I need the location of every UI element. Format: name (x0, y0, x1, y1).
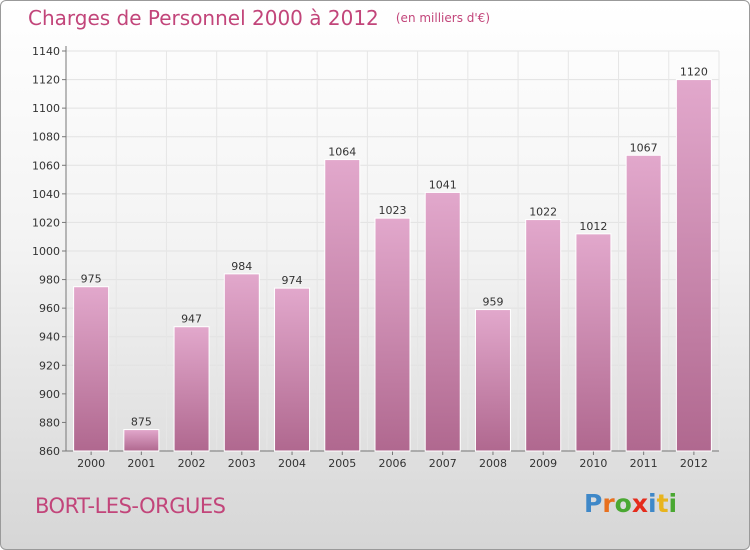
data-label-2003: 984 (231, 260, 252, 273)
y-tick-label: 1140 (32, 45, 60, 58)
x-tick-label: 2001 (127, 457, 155, 470)
y-tick-label: 960 (39, 302, 60, 315)
y-tick-label: 900 (39, 388, 60, 401)
data-label-2002: 947 (181, 313, 202, 326)
data-label-2005: 1064 (328, 146, 356, 159)
x-tick-label: 2011 (630, 457, 658, 470)
bar-2011 (625, 154, 662, 452)
data-label-2009: 1022 (529, 206, 557, 219)
bar-2001 (123, 429, 160, 452)
x-tick-label: 2008 (479, 457, 507, 470)
y-tick-label: 980 (39, 274, 60, 287)
proxiti-logo[interactable]: Proxiti (584, 489, 677, 518)
logo-letter: P (584, 489, 603, 518)
x-tick-label: 2006 (379, 457, 407, 470)
data-label-2007: 1041 (429, 178, 457, 191)
y-tick-label: 1000 (32, 245, 60, 258)
axes: 860 880 900 920 940 960 980 1000 1020 1040 1060 108… (32, 45, 719, 470)
logo-letter: x (631, 489, 648, 518)
y-tick-label: 1060 (32, 159, 60, 172)
x-tick-label: 2003 (228, 457, 256, 470)
chart-title: Charges de Personnel 2000 à 2012 (28, 6, 379, 30)
y-tick-label: 920 (39, 359, 60, 372)
data-label-2001: 875 (131, 416, 152, 429)
x-tick-label: 2002 (178, 457, 206, 470)
data-label-2008: 959 (482, 296, 503, 309)
y-tick-label: 1020 (32, 216, 60, 229)
logo-letter: t (656, 489, 669, 518)
x-tick-label: 2009 (529, 457, 557, 470)
bar-2003 (223, 273, 260, 452)
bar-2007 (424, 191, 461, 452)
y-tick-label: 940 (39, 331, 60, 344)
bar-2005 (324, 159, 361, 452)
x-tick-label: 2000 (77, 457, 105, 470)
x-tick-label: 2005 (328, 457, 356, 470)
x-tick-label: 2012 (680, 457, 708, 470)
logo-letter: i (668, 489, 678, 518)
bar-2002 (173, 326, 210, 452)
logo-letter: i (648, 489, 657, 518)
x-tick-label: 2007 (429, 457, 457, 470)
data-label-2010: 1012 (579, 220, 607, 233)
bar-2006 (374, 217, 411, 452)
chart-subtitle: (en milliers d'€) (395, 11, 490, 25)
y-tick-label: 1120 (32, 74, 60, 87)
bar-2008 (474, 309, 511, 452)
data-labels: 975 875 947 984 974 1064 1023 1041 959 1022 1012 10… (81, 66, 708, 429)
bar-2010 (575, 233, 612, 452)
bar-2009 (525, 219, 562, 452)
y-tick-label: 860 (39, 445, 60, 458)
data-label-2011: 1067 (630, 141, 658, 154)
x-tick-label: 2010 (579, 457, 607, 470)
y-tick-label: 1040 (32, 188, 60, 201)
x-tick-label: 2004 (278, 457, 306, 470)
y-tick-label: 1100 (32, 102, 60, 115)
y-tick-label: 880 (39, 416, 60, 429)
title-row: Charges de Personnel 2000 à 2012 (en mil… (28, 6, 490, 30)
logo-letter: r (602, 489, 615, 518)
data-label-2006: 1023 (379, 204, 407, 217)
logo-letter: o (614, 489, 632, 518)
bars (73, 79, 712, 452)
data-label-2000: 975 (81, 273, 102, 286)
bar-2004 (274, 287, 311, 452)
bar-2012 (675, 79, 712, 452)
bar-2000 (73, 286, 110, 452)
y-tick-label: 1080 (32, 131, 60, 144)
data-label-2012: 1120 (680, 66, 708, 79)
data-label-2004: 974 (282, 274, 303, 287)
town-name: BORT-LES-ORGUES (35, 494, 226, 518)
